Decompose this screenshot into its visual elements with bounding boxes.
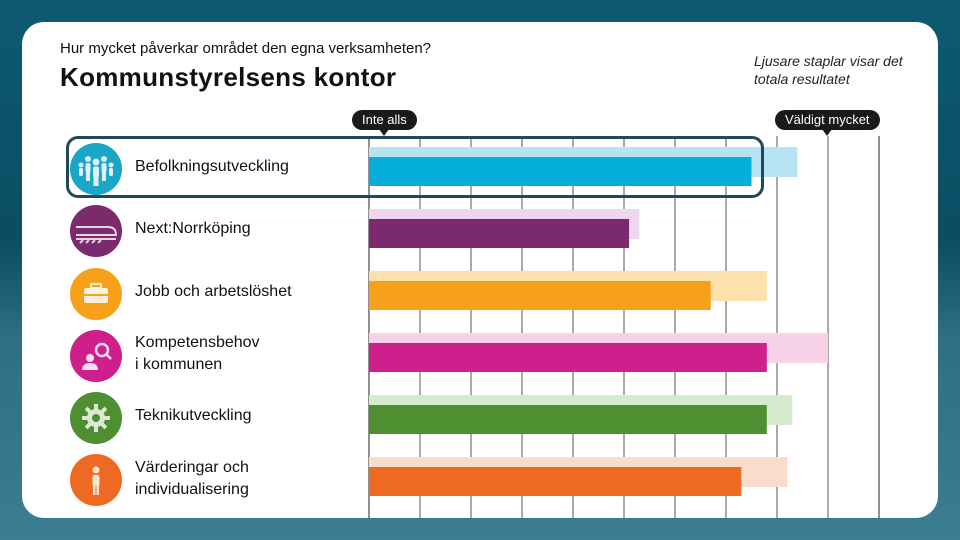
bar-chart	[368, 136, 880, 518]
briefcase-icon	[70, 268, 122, 320]
people-icon	[70, 143, 122, 195]
slide-card: Hur mycket påverkar området den egna ver…	[22, 22, 938, 518]
bar-office	[369, 405, 767, 434]
category-label: Befolkningsutveckling	[135, 158, 289, 175]
category-label: Next:Norrköping	[135, 220, 251, 237]
category-label: Teknikutveckling	[135, 407, 252, 424]
bar-office	[369, 157, 752, 186]
train-icon	[70, 205, 122, 257]
bar-office	[369, 219, 630, 248]
gear-icon	[70, 392, 122, 444]
bar-office	[369, 343, 767, 372]
person-search-icon	[70, 330, 122, 382]
survey-question: Hur mycket påverkar området den egna ver…	[60, 40, 432, 57]
bar-office	[369, 281, 711, 310]
scale-min-label: Inte alls	[352, 110, 417, 136]
category-label: Jobb och arbetslöshet	[135, 283, 292, 300]
person-icon	[70, 454, 122, 506]
category-label: Värderingar och individualisering	[135, 459, 249, 498]
scale-max-label: Väldigt mycket	[775, 110, 880, 136]
legend-note: Ljusare staplar visar det totala resulta…	[754, 53, 903, 87]
page-title: Kommunstyrelsens kontor	[60, 62, 397, 92]
bar-office	[369, 467, 742, 496]
highlight-frame	[66, 136, 764, 198]
category-label: Kompetensbehov i kommunen	[135, 334, 260, 373]
